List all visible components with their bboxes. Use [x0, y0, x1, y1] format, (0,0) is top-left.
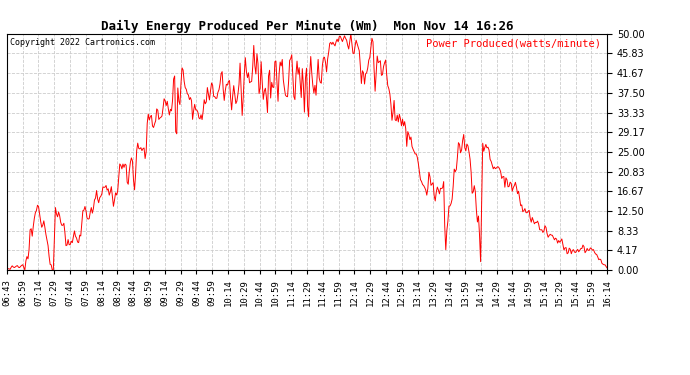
Text: Power Produced(watts/minute): Power Produced(watts/minute) [426, 39, 601, 48]
Title: Daily Energy Produced Per Minute (Wm)  Mon Nov 14 16:26: Daily Energy Produced Per Minute (Wm) Mo… [101, 20, 513, 33]
Text: Copyright 2022 Cartronics.com: Copyright 2022 Cartronics.com [10, 39, 155, 48]
